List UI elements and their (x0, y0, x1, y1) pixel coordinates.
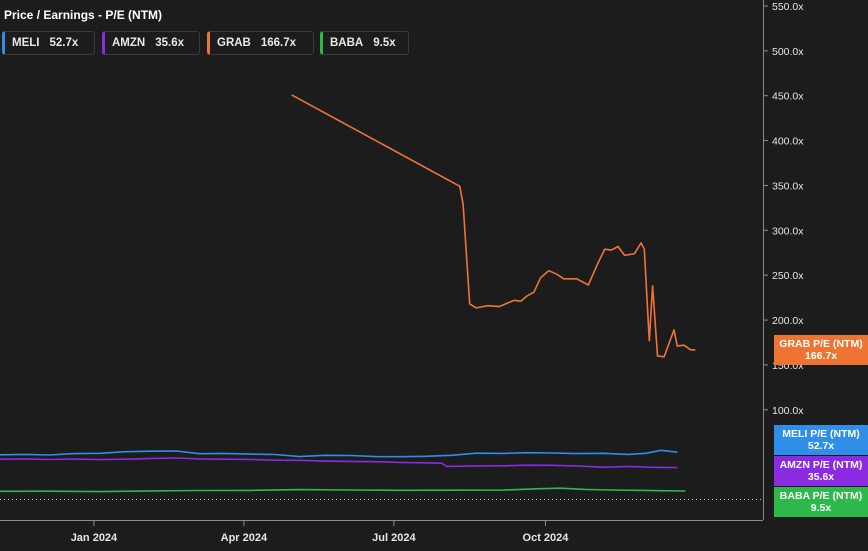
legend-label-baba: BABA (330, 37, 364, 49)
legend-item-grab[interactable]: GRAB 166.7x (207, 31, 314, 55)
y-tick-label: 450.0x (772, 91, 804, 103)
y-tick-label: 250.0x (772, 270, 804, 282)
x-tick-label: Jul 2024 (372, 532, 416, 544)
series-tag-meli-value: 52.7x (807, 440, 835, 452)
legend-label-meli: MELI (12, 37, 40, 49)
legend-item-meli[interactable]: MELI 52.7x (2, 31, 95, 55)
legend-value-amzn: 35.6x (155, 37, 184, 49)
legend-item-baba[interactable]: BABA 9.5x (320, 31, 409, 55)
y-tick-label: 200.0x (772, 315, 804, 327)
x-tick-label: Oct 2024 (523, 532, 570, 544)
series-tag-amzn-name: AMZN P/E (NTM) (779, 459, 863, 471)
y-tick-label: 500.0x (772, 46, 804, 58)
y-tick-label: 400.0x (772, 136, 804, 148)
series-tag-grab: GRAB P/E (NTM) 166.7x (774, 335, 868, 365)
legend-label-grab: GRAB (217, 37, 251, 49)
series-tag-grab-value: 166.7x (804, 350, 838, 362)
legend-value-baba: 9.5x (373, 37, 396, 49)
series-line-baba (0, 487, 686, 493)
series-tag-grab-name: GRAB P/E (NTM) (779, 338, 863, 350)
series-tag-baba-name: BABA P/E (NTM) (779, 490, 863, 502)
series-tag-baba: BABA P/E (NTM) 9.5x (774, 487, 868, 517)
series-lines (0, 94, 696, 493)
y-tick-label: 550.0x (772, 1, 804, 13)
series-tag-meli-name: MELI P/E (NTM) (782, 428, 860, 440)
series-tag-baba-value: 9.5x (810, 502, 832, 514)
legend-label-amzn: AMZN (112, 37, 146, 49)
x-axis-ticks: Jan 2024 Apr 2024 Jul 2024 Oct 2024 (71, 520, 570, 544)
series-line-grab (291, 94, 696, 358)
y-tick-label: 300.0x (772, 225, 804, 237)
x-tick-label: Apr 2024 (221, 532, 268, 544)
y-axis-ticks: 100.0x150.0x200.0x250.0x300.0x350.0x400.… (763, 1, 804, 417)
legend-item-amzn[interactable]: AMZN 35.6x (102, 31, 200, 55)
series-tag-amzn-value: 35.6x (807, 471, 835, 483)
series-tag-amzn: AMZN P/E (NTM) 35.6x (774, 456, 868, 486)
series-line-amzn (0, 457, 678, 469)
legend-value-meli: 52.7x (49, 37, 79, 49)
chart-title: Price / Earnings - P/E (NTM) (4, 8, 163, 22)
series-line-meli (0, 449, 678, 458)
legend-value-grab: 166.7x (260, 37, 297, 49)
x-tick-label: Jan 2024 (71, 532, 118, 544)
y-tick-label: 100.0x (772, 405, 804, 417)
series-tag-meli: MELI P/E (NTM) 52.7x (774, 425, 868, 455)
y-tick-label: 350.0x (772, 180, 804, 192)
